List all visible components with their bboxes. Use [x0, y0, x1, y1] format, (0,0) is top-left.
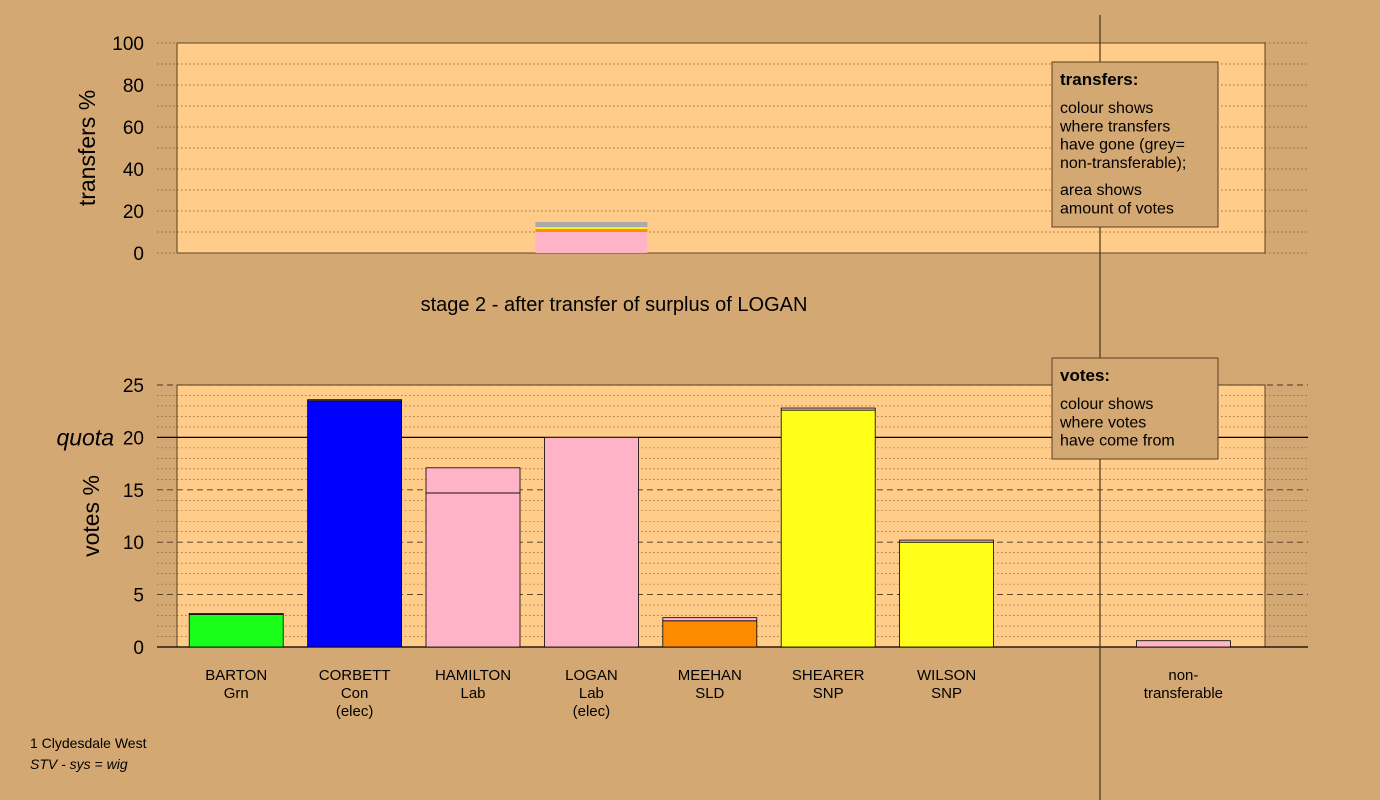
system-label: STV - sys = wig — [30, 756, 128, 772]
transfers-y-axis-label: transfers % — [74, 90, 100, 206]
candidate-name-label: WILSON — [917, 667, 976, 684]
transfers-legend-text: non-transferable); — [1060, 155, 1186, 172]
transfers-legend-box — [1051, 61, 1219, 228]
votes-legend-text: where votes — [1059, 414, 1146, 431]
transfers-legend-title: transfers: — [1060, 70, 1138, 89]
quota-label: quota — [56, 424, 114, 450]
votes-y-tick-label: 25 — [123, 376, 144, 397]
transfers-legend-text: where transfers — [1059, 118, 1170, 135]
stage-title: stage 2 - after transfer of surplus of L… — [421, 294, 808, 316]
transfer-segment — [535, 228, 648, 232]
candidate-party-label: SNP — [931, 685, 962, 702]
bar-segment — [425, 492, 521, 648]
votes-y-tick-label: 0 — [133, 638, 144, 659]
candidate-bar — [544, 436, 639, 648]
candidate-bar — [425, 467, 521, 648]
candidate-name-label: CORBETT — [319, 667, 391, 684]
bar-segment — [188, 613, 284, 615]
votes-y-tick-label: 15 — [123, 481, 144, 502]
candidate-name-label: LOGAN — [565, 667, 618, 684]
transfers-legend-text: area shows — [1060, 182, 1142, 199]
transfer-segment — [535, 232, 648, 253]
candidate-bar — [188, 613, 284, 648]
candidate-name-label: HAMILTON — [435, 667, 511, 684]
bar-segment — [662, 617, 758, 622]
candidate-bar — [662, 617, 758, 648]
candidate-bar — [780, 407, 876, 648]
bar-segment — [307, 400, 403, 648]
bar-segment — [1136, 640, 1231, 648]
transfers-y-tick-label: 20 — [123, 202, 144, 223]
candidate-bar — [1136, 640, 1231, 648]
votes-y-axis-label: votes % — [78, 475, 104, 557]
votes-legend-title: votes: — [1060, 366, 1110, 385]
votes-legend-text: colour shows — [1060, 396, 1153, 413]
bar-segment — [188, 614, 284, 648]
bar-segment — [544, 436, 639, 648]
candidate-party-label: Con — [341, 685, 369, 702]
candidate-party-label: Grn — [224, 685, 249, 702]
candidate-bar — [899, 539, 994, 648]
candidate-note-label: (elec) — [573, 703, 611, 720]
candidate-party-label: SNP — [813, 685, 844, 702]
bar-segment — [899, 541, 994, 648]
candidate-name-label: MEEHAN — [678, 667, 742, 684]
votes-y-tick-label: 10 — [123, 533, 144, 554]
candidate-note-label: (elec) — [336, 703, 374, 720]
bar-segment — [662, 620, 758, 648]
transfers-legend-text: colour shows — [1060, 100, 1153, 117]
candidate-name-label: SHEARER — [792, 667, 865, 684]
candidate-name-label: non- — [1168, 667, 1198, 684]
transfers-y-tick-label: 80 — [123, 76, 144, 97]
votes-legend-text: have come from — [1060, 433, 1175, 450]
candidate-party-label: transferable — [1144, 685, 1223, 702]
transfers-legend-text: amount of votes — [1060, 201, 1174, 218]
candidate-bar — [307, 399, 403, 648]
transfers-y-tick-label: 100 — [112, 34, 144, 55]
votes-legend-box — [1051, 357, 1219, 460]
bar-segment — [780, 407, 876, 411]
transfers-y-tick-label: 0 — [133, 244, 144, 265]
votes-y-tick-label: 20 — [123, 428, 144, 449]
transfers-y-tick-label: 40 — [123, 160, 144, 181]
candidate-party-label: Lab — [460, 685, 485, 702]
transfers-y-tick-label: 60 — [123, 118, 144, 139]
candidate-party-label: SLD — [695, 685, 724, 702]
bar-segment — [780, 409, 876, 648]
candidate-name-label: BARTON — [205, 667, 267, 684]
bar-segment — [307, 399, 403, 402]
transfers-legend-text: have gone (grey= — [1060, 137, 1185, 154]
constituency-label: 1 Clydesdale West — [30, 735, 147, 751]
transfer-segment — [535, 227, 648, 229]
transfer-segment — [535, 221, 648, 228]
bar-segment — [425, 467, 521, 494]
candidate-party-label: Lab — [579, 685, 604, 702]
bar-segment — [899, 539, 994, 543]
votes-y-tick-label: 5 — [133, 586, 144, 607]
